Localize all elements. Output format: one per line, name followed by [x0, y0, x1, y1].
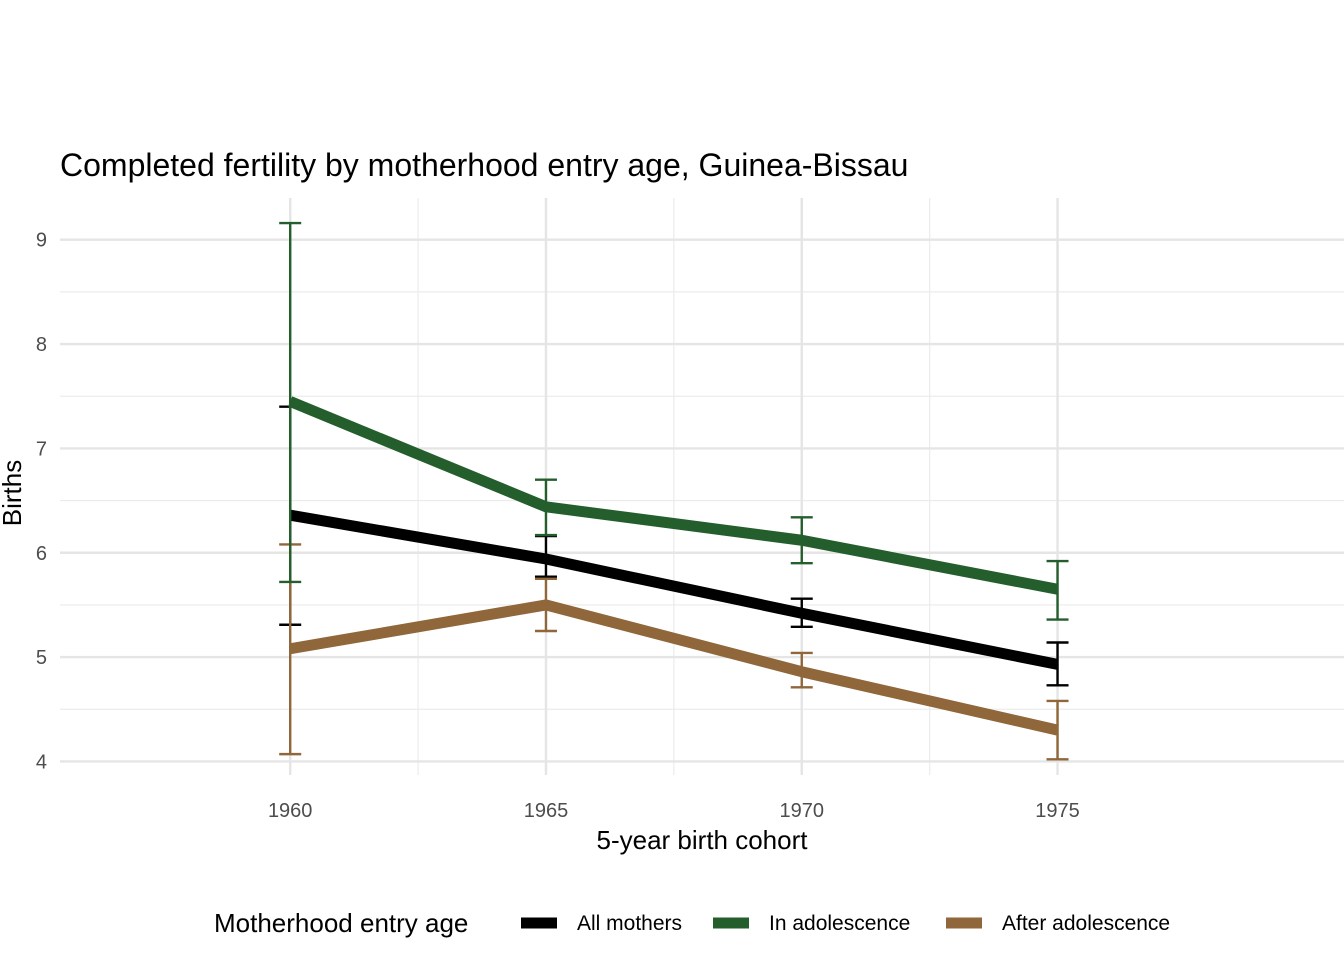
y-axis-label: Births: [0, 460, 27, 526]
y-tick-label: 8: [36, 334, 47, 356]
y-tick-label: 4: [36, 751, 47, 773]
legend-title: Motherhood entry age: [214, 908, 468, 938]
legend-item: In adolescence: [713, 912, 910, 935]
legend-label: After adolescence: [1002, 912, 1170, 935]
x-tick-label: 1975: [1035, 800, 1080, 822]
x-tick-label: 1970: [780, 800, 825, 822]
legend-item: After adolescence: [946, 912, 1170, 935]
legend-item: All mothers: [521, 912, 682, 935]
x-axis-label: 5-year birth cohort: [597, 825, 809, 855]
legend: Motherhood entry age All mothers In adoles…: [214, 908, 1170, 938]
x-tick-label: 1965: [524, 800, 569, 822]
y-tick-label: 7: [36, 438, 47, 460]
y-tick-label: 5: [36, 647, 47, 669]
legend-label: In adolescence: [769, 912, 910, 935]
y-axis-ticks: 4 5 6 7 8 9: [36, 230, 47, 774]
y-tick-label: 6: [36, 543, 47, 565]
x-tick-label: 1960: [268, 800, 313, 822]
legend-label: All mothers: [577, 912, 682, 935]
chart-title: Completed fertility by motherhood entry …: [60, 147, 908, 183]
x-axis-ticks: 1960 1965 1970 1975: [268, 800, 1080, 822]
grid: [60, 198, 1344, 775]
y-tick-label: 9: [36, 230, 47, 252]
